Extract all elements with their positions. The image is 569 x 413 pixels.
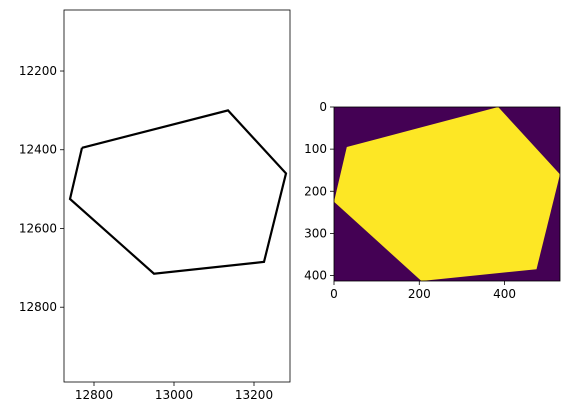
y-tick-label: 200 <box>304 184 327 198</box>
plot-frame <box>333 106 561 282</box>
mask-image-plot: 0 200 400 0 100 200 300 400 <box>304 100 561 301</box>
x-tick-label: 0 <box>330 287 338 301</box>
x-tick-label: 13000 <box>155 388 193 402</box>
y-tick-label: 12800 <box>19 300 57 314</box>
y-axis-ticks: 0 100 200 300 400 <box>304 100 334 283</box>
x-axis-ticks: 0 200 400 <box>330 281 516 301</box>
y-tick-label: 12600 <box>19 221 57 235</box>
x-axis-ticks: 12800 13000 13200 <box>75 382 273 402</box>
y-tick-label: 100 <box>304 142 327 156</box>
y-tick-label: 400 <box>304 269 327 283</box>
x-tick-label: 200 <box>408 287 431 301</box>
y-tick-label: 300 <box>304 226 327 240</box>
y-tick-label: 0 <box>319 100 327 114</box>
plot-frame <box>63 9 291 383</box>
y-axis-ticks: 12200 12400 12600 12800 <box>19 64 64 314</box>
polygon-outline-line <box>68 109 288 275</box>
mask-filled-region <box>334 107 560 281</box>
x-tick-label: 400 <box>493 287 516 301</box>
y-tick-label: 12200 <box>19 64 57 78</box>
x-tick-label: 12800 <box>75 388 113 402</box>
x-tick-label: 13200 <box>235 388 273 402</box>
y-tick-label: 12400 <box>19 143 57 157</box>
polygon-outline-plot: 12800 13000 13200 12200 12400 12600 12800 <box>19 9 291 402</box>
